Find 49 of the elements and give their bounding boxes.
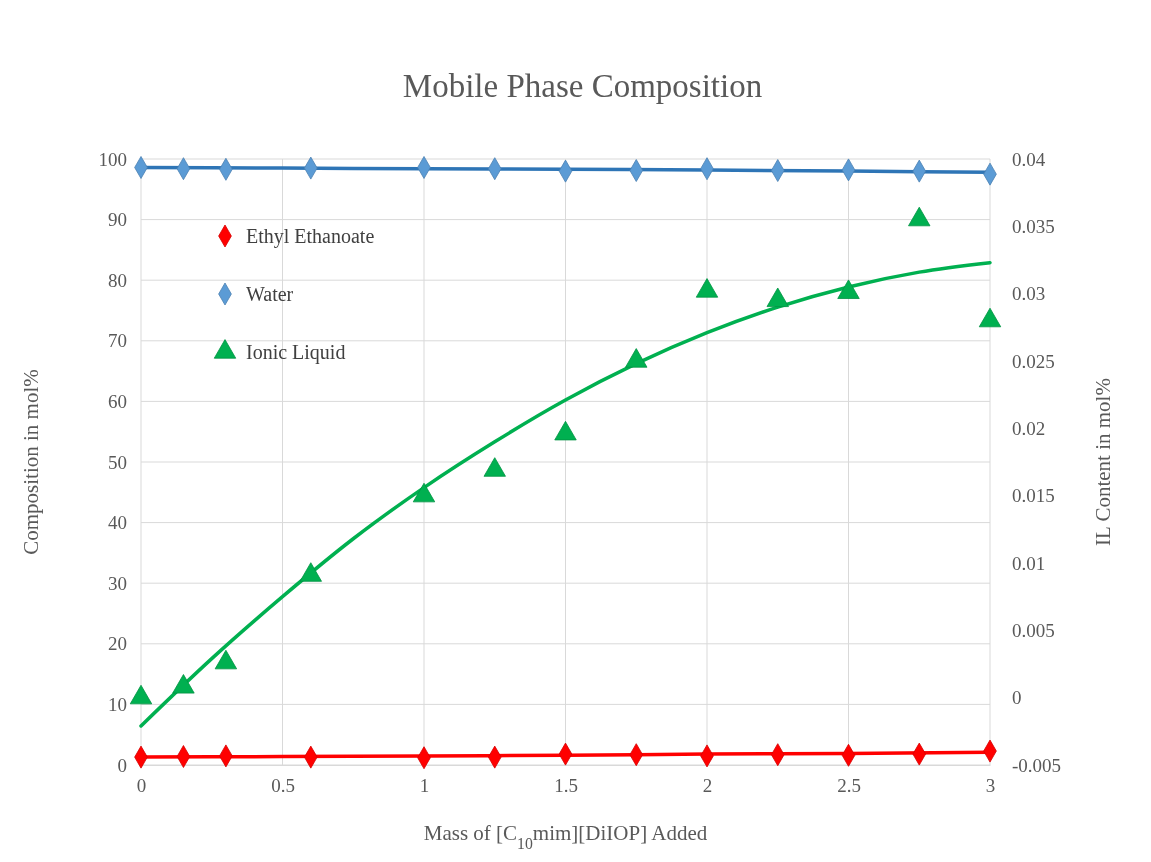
point (412, 482, 436, 503)
legend-label: Water (246, 283, 294, 305)
y2-tick-label: 0.04 (1012, 148, 1046, 170)
point (172, 674, 195, 694)
y-tick-label: 10 (108, 693, 127, 715)
x-tick-label: 2.5 (837, 775, 861, 797)
point (129, 684, 153, 705)
y2-tick-label: 0.015 (1012, 485, 1055, 507)
y2-tick-label: 0.03 (1012, 283, 1046, 305)
point (908, 206, 931, 227)
y-tick-label: 90 (108, 209, 127, 231)
point (837, 279, 860, 299)
y-axis-title: Composition in mol% (19, 369, 43, 555)
y-tick-label: 70 (108, 330, 127, 352)
x-tick-label: 1 (419, 775, 430, 797)
x-tick-label: 0 (136, 775, 147, 797)
y-tick-label: 0 (117, 754, 127, 776)
y-tick-label: 30 (108, 572, 127, 594)
y-tick-label: 50 (108, 451, 127, 473)
y2-tick-label: 0.01 (1012, 552, 1046, 574)
x-tick-label: 3 (985, 775, 996, 797)
y2-tick-label: 0 (1012, 687, 1022, 709)
point (554, 420, 577, 441)
y2-axis-title: IL Content in mol% (1091, 378, 1115, 546)
y2-tick-label: -0.005 (1012, 754, 1062, 776)
legend-label: Ethyl Ethanoate (246, 225, 375, 248)
y2-tick-label: 0.005 (1012, 619, 1055, 641)
y-tick-label: 40 (108, 512, 127, 534)
point (299, 562, 322, 582)
y-tick-label: 20 (108, 633, 127, 655)
y2-tick-label: 0.025 (1012, 350, 1055, 372)
x-tick-label: 1.5 (554, 775, 578, 797)
point (214, 649, 238, 670)
x-axis-title: Mass of [C$_{10}$mim][DiIOP] Added (423, 821, 708, 852)
y2-tick-label: 0.035 (1012, 215, 1055, 237)
y-tick-label: 100 (98, 148, 127, 170)
point (483, 457, 506, 477)
y-tick-label: 80 (108, 269, 127, 291)
line-series (139, 260, 992, 728)
x-tick-label: 2 (702, 775, 713, 797)
y2-tick-label: 0.02 (1012, 417, 1046, 439)
y-tick-label: 60 (108, 390, 127, 412)
point (625, 348, 648, 368)
chart-title: Mobile Phase Composition (402, 68, 763, 104)
point (766, 287, 789, 307)
legend-label: Ionic Liquid (246, 341, 346, 364)
point (695, 278, 719, 298)
x-tick-label: 0.5 (271, 775, 295, 797)
point (978, 307, 1002, 328)
